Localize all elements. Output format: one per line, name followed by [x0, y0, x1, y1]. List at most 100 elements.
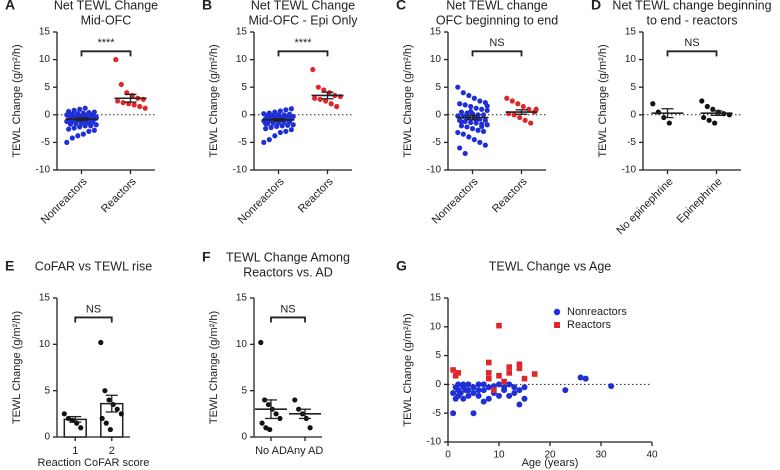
y-tick-label: -5	[627, 137, 636, 148]
point	[78, 425, 84, 431]
x-axis-label: Age (years)	[522, 457, 579, 469]
significance-label: ****	[294, 37, 312, 49]
y-tick-label: 5	[435, 350, 441, 361]
significance-bracket	[74, 316, 113, 323]
point	[61, 411, 67, 417]
y-tick-label: 10	[236, 54, 248, 65]
legend-marker	[553, 308, 561, 316]
x-axis-label: Reaction CoFAR score	[38, 457, 150, 469]
x-tick-label: Reactors	[99, 175, 139, 215]
point	[77, 106, 83, 112]
point	[281, 112, 287, 118]
point	[82, 105, 88, 111]
x-tick-label: Epinephrine	[675, 176, 725, 226]
point	[491, 387, 497, 393]
panel-title: Net TEWL Change	[251, 0, 355, 12]
significance-bracket	[471, 50, 523, 57]
significance-label: NS	[86, 303, 101, 315]
point	[521, 375, 528, 382]
point	[462, 102, 468, 108]
point	[471, 137, 477, 143]
y-tick-label: 0	[630, 109, 636, 120]
point	[268, 124, 274, 131]
point	[80, 110, 86, 116]
point	[466, 134, 472, 140]
y-tick-label: 15	[236, 27, 248, 38]
point	[608, 383, 615, 390]
x-tick-label: Reactors	[490, 175, 530, 215]
legend-label: Nonreactors	[567, 306, 627, 318]
panel-title: Net TEWL change beginning	[612, 0, 771, 12]
point	[506, 381, 513, 388]
x-tick-label: 10	[493, 450, 505, 461]
point	[80, 131, 86, 137]
y-tick-label: 15	[39, 293, 51, 304]
x-tick-label: 30	[595, 450, 607, 461]
y-tick-label: -10	[233, 165, 248, 176]
significance-bracket	[270, 316, 306, 323]
point	[296, 406, 302, 412]
point	[261, 111, 267, 117]
y-tick-label: 15	[625, 27, 637, 38]
point	[666, 120, 672, 126]
panel-title: to end - reactors	[646, 13, 737, 27]
point	[321, 87, 327, 93]
point	[455, 381, 462, 388]
point	[91, 127, 97, 133]
point	[142, 105, 148, 111]
point	[464, 124, 470, 130]
point	[509, 98, 515, 104]
point	[450, 367, 456, 373]
point	[701, 114, 707, 121]
point	[457, 390, 464, 397]
point	[465, 392, 472, 399]
point	[484, 107, 490, 113]
point	[650, 101, 656, 107]
point	[328, 101, 334, 107]
point	[69, 135, 75, 141]
point	[462, 150, 468, 157]
point	[466, 92, 472, 99]
y-tick-label: -5	[432, 408, 441, 419]
x-tick-label: Nonreactors	[430, 175, 481, 226]
point	[307, 425, 313, 431]
y-tick-label: 0	[435, 379, 441, 390]
point	[485, 384, 492, 391]
point	[496, 381, 502, 388]
point	[458, 109, 465, 115]
point	[91, 109, 97, 115]
panel-title: Reactors vs. AD	[243, 265, 333, 279]
y-tick-label: 0	[44, 109, 50, 120]
panel-letter: E	[5, 258, 14, 274]
y-tick-label: 0	[241, 432, 247, 443]
point	[516, 387, 523, 394]
y-axis-label: TEWL Change (g/m²/h)	[11, 44, 23, 157]
point	[131, 102, 137, 108]
y-tick-label: 15	[236, 293, 248, 304]
point	[262, 397, 268, 403]
point	[69, 111, 75, 117]
y-tick-label: -10	[36, 165, 51, 176]
y-tick-label: 10	[39, 339, 51, 350]
x-tick-label: 0	[445, 450, 451, 461]
y-axis-label: TEWL Change (g/m²/h)	[402, 44, 414, 157]
y-tick-label: 10	[39, 54, 51, 65]
point	[506, 364, 512, 370]
point	[455, 84, 461, 90]
y-tick-label: 15	[430, 293, 442, 304]
significance-bracket	[277, 50, 329, 57]
y-tick-label: 5	[44, 82, 50, 93]
point	[455, 129, 461, 136]
x-tick-label: Any AD	[287, 445, 324, 457]
point	[274, 123, 280, 129]
point	[496, 392, 502, 399]
point	[496, 372, 502, 379]
point	[106, 397, 112, 403]
point	[460, 381, 467, 388]
point	[515, 101, 521, 107]
point	[114, 406, 120, 412]
point	[86, 109, 92, 116]
point	[533, 106, 539, 112]
point	[277, 129, 283, 136]
point	[137, 103, 143, 110]
